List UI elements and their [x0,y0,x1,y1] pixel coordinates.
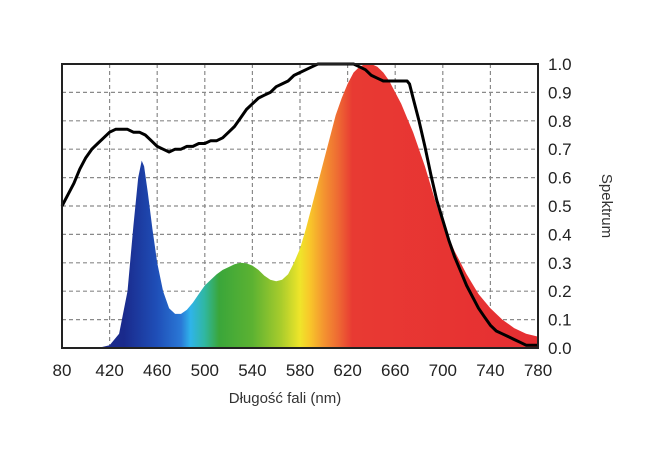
x-tick-label: 700 [429,361,457,380]
x-tick-labels: 80 420 460 500 540 580 620 660 700 740 780 [53,361,553,380]
x-tick-label: 460 [143,361,171,380]
y-tick-label: 0.0 [548,339,572,358]
reference-spectrum-line [60,62,538,347]
x-tick-label: 620 [333,361,361,380]
x-tick-label: 500 [191,361,219,380]
y-tick-label: 0.1 [548,311,572,330]
spectrum-area [97,64,538,348]
x-tick-label: 780 [524,361,552,380]
x-tick-label: 420 [95,361,123,380]
plot-frame [61,63,539,349]
y-tick-label: 0.8 [548,112,572,131]
x-tick-label: 540 [238,361,266,380]
y-axis-title: Spektrum [598,174,615,238]
y-tick-label: 0.3 [548,254,572,273]
y-tick-label: 0.4 [548,225,572,244]
x-tick-label: 660 [381,361,409,380]
y-tick-label: 1.0 [548,55,572,74]
x-tick-label: 740 [476,361,504,380]
x-tick-label: 580 [286,361,314,380]
y-tick-label: 0.2 [548,282,572,301]
y-tick-label: 0.9 [548,83,572,102]
x-tick-label: 80 [53,361,72,380]
y-tick-label: 0.6 [548,169,572,188]
x-axis-title: Długość fali (nm) [229,390,342,407]
y-tick-label: 0.5 [548,197,572,216]
y-tick-label: 0.7 [548,140,572,159]
y-tick-labels: 0.0 0.1 0.2 0.3 0.4 0.5 0.6 0.7 0.8 0.9 1.0 [548,55,572,358]
